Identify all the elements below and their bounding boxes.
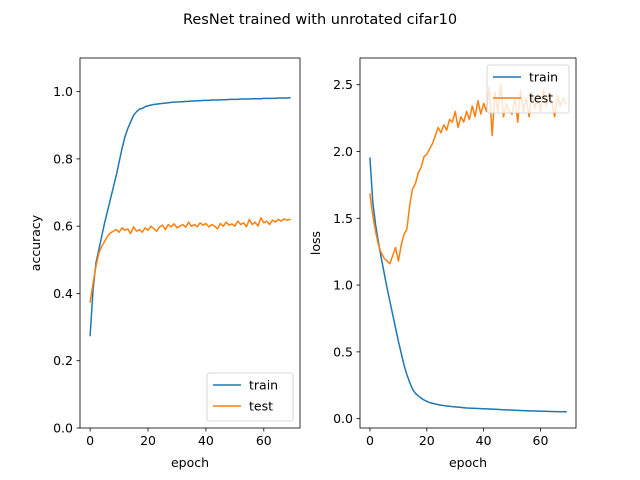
legend: train test — [486, 64, 570, 114]
legend: train test — [206, 372, 294, 422]
x-tick-label: 60 — [533, 433, 549, 448]
y-tick-label: 1.0 — [333, 278, 353, 293]
y-tick-label: 0.5 — [333, 344, 353, 359]
y-tick-label: 2.5 — [333, 77, 353, 92]
y-tick-label: 1.5 — [333, 211, 353, 226]
figure-title: ResNet trained with unrotated cifar10 — [183, 12, 457, 28]
x-tick-label: 20 — [140, 433, 156, 448]
series-line-train — [89, 96, 291, 337]
x-tick-label: 60 — [256, 433, 272, 448]
y-tick-label: 1.0 — [53, 84, 73, 99]
x-tick-label: 40 — [476, 433, 492, 448]
legend-label-test: test — [529, 91, 553, 106]
legend-label-train: train — [529, 70, 558, 85]
axes-frame — [359, 57, 577, 429]
x-tick-label: 40 — [198, 433, 214, 448]
x-tick-label: 0 — [366, 433, 374, 448]
y-tick-label: 0.0 — [333, 411, 353, 426]
y-axis-label: accuracy — [28, 214, 43, 271]
y-tick-label: 0.4 — [53, 286, 73, 301]
y-axis-label: loss — [308, 231, 323, 255]
y-tick-label: 0.2 — [53, 353, 73, 368]
x-axis-label: epoch — [449, 455, 487, 470]
x-tick-label: 0 — [86, 433, 94, 448]
y-tick-label: 0.8 — [53, 151, 73, 166]
loss-chart: 0 20 40 600.00.51.01.52.02.5epochlosstraint… — [308, 57, 577, 470]
y-tick-label: 2.0 — [333, 144, 353, 159]
series-line-train — [369, 157, 567, 413]
legend-label-test: test — [249, 399, 273, 414]
x-tick-label: 20 — [419, 433, 435, 448]
accuracy-chart: 0 20 40 60 0.0 0.2 0.4 0.6 0.8 1.0 epoch accuracy tr… — [28, 57, 301, 470]
axes-frame — [79, 57, 301, 429]
x-axis-label: epoch — [171, 455, 209, 470]
legend-label-train: train — [249, 378, 278, 393]
y-tick-label: 0.6 — [53, 219, 73, 234]
series-line-test — [89, 217, 291, 303]
y-tick-label: 0.0 — [53, 421, 73, 436]
